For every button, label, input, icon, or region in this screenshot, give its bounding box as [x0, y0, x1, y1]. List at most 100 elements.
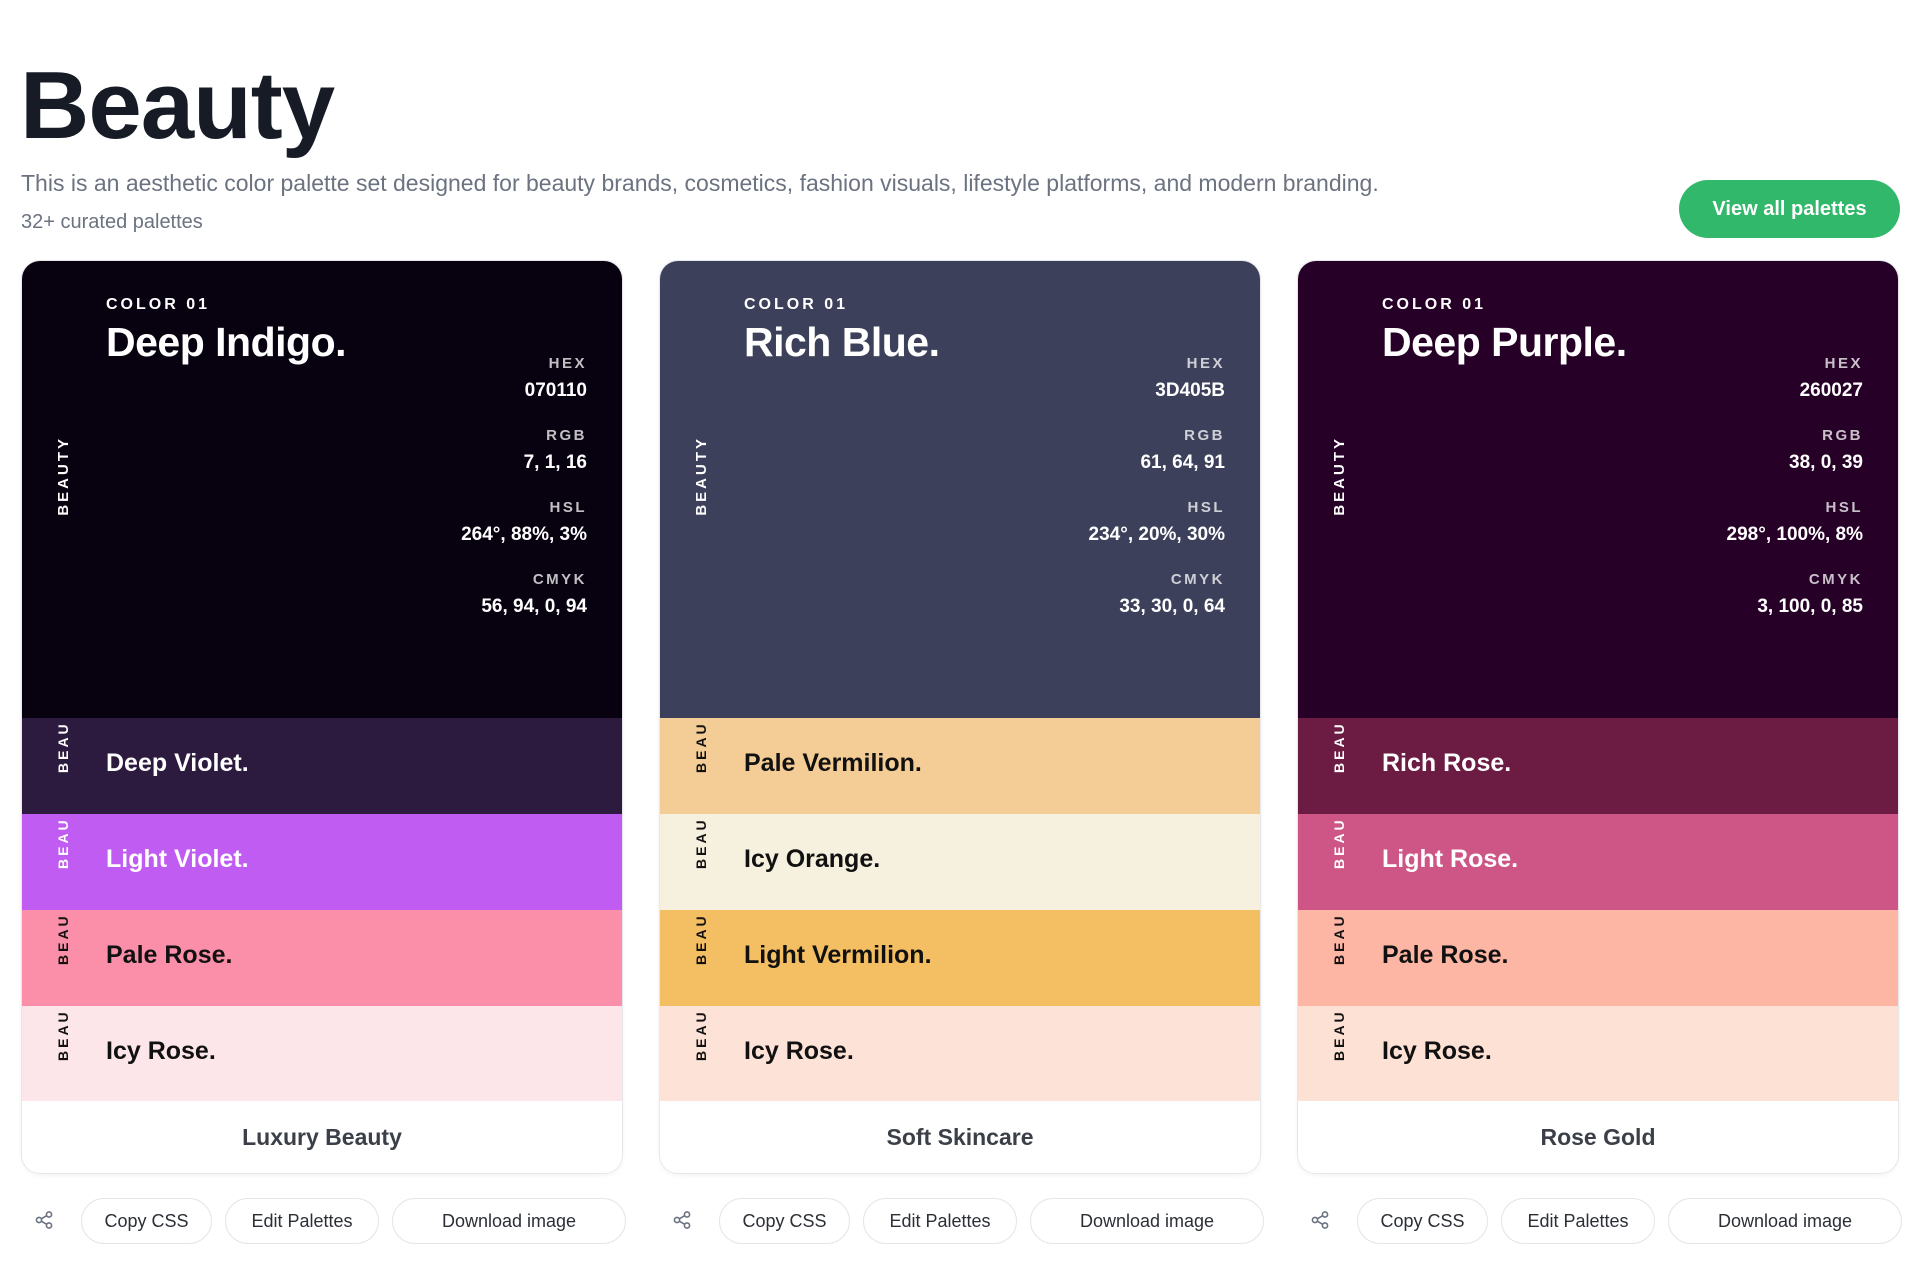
- edit-palettes-button[interactable]: Edit Palettes: [1501, 1198, 1655, 1244]
- primary-color-name: Rich Blue.: [744, 319, 940, 365]
- color-swatch-band[interactable]: BEAU Pale Rose.: [22, 910, 622, 1006]
- color-swatch-band[interactable]: BEAU Light Vermilion.: [660, 910, 1260, 1006]
- side-category-label: BEAU: [693, 817, 709, 869]
- color-specs: HEX 070110 RGB 7, 1, 16 HSL 264°, 88%, 3% C…: [461, 355, 587, 643]
- palette-title: Rose Gold: [1298, 1101, 1898, 1173]
- color-name: Icy Rose.: [1382, 1037, 1492, 1065]
- color-swatch-band[interactable]: BEAU Pale Vermilion.: [660, 718, 1260, 814]
- edit-palettes-button[interactable]: Edit Palettes: [225, 1198, 379, 1244]
- primary-color-swatch[interactable]: BEAUTY COLOR 01 Rich Blue. HEX 3D405B RGB…: [660, 261, 1260, 718]
- share-icon: [1310, 1210, 1330, 1233]
- side-category-label: BEAU: [1331, 1009, 1347, 1061]
- share-icon: [672, 1210, 692, 1233]
- side-category-label: BEAUTY: [1331, 436, 1348, 516]
- color-specs: HEX 3D405B RGB 61, 64, 91 HSL 234°, 20%, 30…: [1089, 355, 1225, 643]
- spec-value[interactable]: 298°, 100%, 8%: [1726, 524, 1863, 545]
- side-category-label: BEAUTY: [55, 436, 72, 516]
- color-name: Light Violet.: [106, 845, 249, 873]
- page-description: This is an aesthetic color palette set d…: [21, 170, 1379, 196]
- color-name: Pale Rose.: [1382, 941, 1509, 969]
- spec-cmyk: CMYK 33, 30, 0, 64: [1089, 571, 1225, 643]
- side-category-label: BEAU: [1331, 913, 1347, 965]
- edit-palettes-button[interactable]: Edit Palettes: [863, 1198, 1017, 1244]
- spec-value[interactable]: 3, 100, 0, 85: [1757, 596, 1863, 617]
- copy-css-button[interactable]: Copy CSS: [719, 1198, 850, 1244]
- color-swatch-band[interactable]: BEAU Light Violet.: [22, 814, 622, 910]
- color-name: Light Vermilion.: [744, 941, 932, 969]
- side-category-label: BEAU: [55, 1009, 71, 1061]
- spec-hex: HEX 260027: [1727, 355, 1863, 427]
- palette-title: Luxury Beauty: [22, 1101, 622, 1173]
- primary-color-name: Deep Purple.: [1382, 319, 1627, 365]
- spec-value[interactable]: 234°, 20%, 30%: [1088, 524, 1225, 545]
- spec-hsl: HSL 298°, 100%, 8%: [1726, 499, 1863, 545]
- primary-color-swatch[interactable]: BEAUTY COLOR 01 Deep Purple. HEX 260027 R…: [1298, 261, 1898, 718]
- spec-hsl: HSL 234°, 20%, 30%: [1088, 499, 1225, 545]
- card-actions: Copy CSS Edit Palettes Download image: [1300, 1198, 1902, 1244]
- color-kicker: COLOR 01: [1382, 296, 1487, 313]
- color-swatch-band[interactable]: BEAU Icy Rose.: [1298, 1006, 1898, 1102]
- color-kicker: COLOR 01: [106, 296, 211, 313]
- download-image-button[interactable]: Download image: [1030, 1198, 1264, 1244]
- spec-value[interactable]: 7, 1, 16: [523, 452, 587, 473]
- color-swatch-band[interactable]: BEAU Pale Rose.: [1298, 910, 1898, 1006]
- side-category-label: BEAU: [55, 721, 71, 773]
- color-name: Pale Rose.: [106, 941, 233, 969]
- spec-value[interactable]: 38, 0, 39: [1789, 452, 1863, 473]
- spec-value[interactable]: 264°, 88%, 3%: [461, 524, 587, 545]
- color-name: Pale Vermilion.: [744, 749, 922, 777]
- color-name: Rich Rose.: [1382, 749, 1512, 777]
- download-image-button[interactable]: Download image: [392, 1198, 626, 1244]
- spec-hex: HEX 3D405B: [1089, 355, 1225, 427]
- spec-value[interactable]: 61, 64, 91: [1140, 452, 1225, 473]
- palette-card[interactable]: BEAUTY COLOR 01 Deep Purple. HEX 260027 R…: [1298, 261, 1898, 1173]
- color-name: Deep Violet.: [106, 749, 249, 777]
- spec-value[interactable]: 070110: [524, 380, 587, 401]
- share-button[interactable]: [1300, 1201, 1340, 1241]
- share-icon: [34, 1210, 54, 1233]
- card-actions: Copy CSS Edit Palettes Download image: [662, 1198, 1264, 1244]
- palette-title: Soft Skincare: [660, 1101, 1260, 1173]
- spec-hex: HEX 070110: [461, 355, 587, 427]
- page-title: Beauty: [20, 52, 335, 159]
- spec-rgb: RGB 61, 64, 91: [1089, 427, 1225, 499]
- spec-value[interactable]: 260027: [1799, 380, 1863, 401]
- color-name: Icy Rose.: [106, 1037, 216, 1065]
- download-image-button[interactable]: Download image: [1668, 1198, 1902, 1244]
- side-category-label: BEAU: [1331, 817, 1347, 869]
- side-category-label: BEAU: [693, 721, 709, 773]
- spec-value[interactable]: 56, 94, 0, 94: [481, 596, 587, 617]
- color-kicker: COLOR 01: [744, 296, 849, 313]
- share-button[interactable]: [24, 1201, 64, 1241]
- palette-card[interactable]: BEAUTY COLOR 01 Rich Blue. HEX 3D405B RGB…: [660, 261, 1260, 1173]
- color-swatch-band[interactable]: BEAU Light Rose.: [1298, 814, 1898, 910]
- color-swatch-band[interactable]: BEAU Deep Violet.: [22, 718, 622, 814]
- spec-value[interactable]: 33, 30, 0, 64: [1119, 596, 1225, 617]
- palette-card[interactable]: BEAUTY COLOR 01 Deep Indigo. HEX 070110 R…: [22, 261, 622, 1173]
- color-swatch-band[interactable]: BEAU Icy Orange.: [660, 814, 1260, 910]
- color-swatch-band[interactable]: BEAU Icy Rose.: [22, 1006, 622, 1102]
- primary-color-name: Deep Indigo.: [106, 319, 347, 365]
- side-category-label: BEAU: [55, 913, 71, 965]
- primary-color-swatch[interactable]: BEAUTY COLOR 01 Deep Indigo. HEX 070110 R…: [22, 261, 622, 718]
- side-category-label: BEAU: [693, 913, 709, 965]
- spec-rgb: RGB 7, 1, 16: [461, 427, 587, 499]
- side-category-label: BEAUTY: [693, 436, 710, 516]
- view-all-palettes-button[interactable]: View all palettes: [1679, 180, 1900, 238]
- card-actions: Copy CSS Edit Palettes Download image: [24, 1198, 626, 1244]
- spec-value[interactable]: 3D405B: [1155, 380, 1225, 401]
- side-category-label: BEAU: [1331, 721, 1347, 773]
- copy-css-button[interactable]: Copy CSS: [81, 1198, 212, 1244]
- color-swatch-band[interactable]: BEAU Rich Rose.: [1298, 718, 1898, 814]
- spec-cmyk: CMYK 56, 94, 0, 94: [461, 571, 587, 643]
- palette-count: 32+ curated palettes: [21, 211, 203, 233]
- color-name: Icy Rose.: [744, 1037, 854, 1065]
- color-specs: HEX 260027 RGB 38, 0, 39 HSL 298°, 100%, 8%…: [1727, 355, 1863, 643]
- side-category-label: BEAU: [55, 817, 71, 869]
- copy-css-button[interactable]: Copy CSS: [1357, 1198, 1488, 1244]
- spec-cmyk: CMYK 3, 100, 0, 85: [1727, 571, 1863, 643]
- side-category-label: BEAU: [693, 1009, 709, 1061]
- spec-rgb: RGB 38, 0, 39: [1727, 427, 1863, 499]
- share-button[interactable]: [662, 1201, 702, 1241]
- color-swatch-band[interactable]: BEAU Icy Rose.: [660, 1006, 1260, 1102]
